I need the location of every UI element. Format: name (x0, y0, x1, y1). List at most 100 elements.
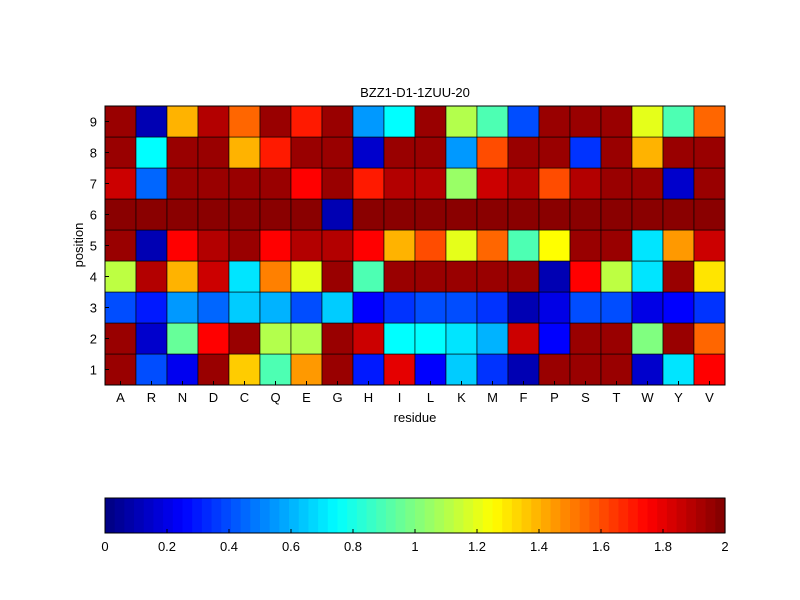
x-tick-label: N (178, 390, 187, 405)
heatmap-cell (321, 167, 354, 200)
colorbar-swatch (250, 498, 261, 533)
heatmap-cell (321, 353, 354, 386)
heatmap-cell (569, 260, 602, 293)
colorbar-swatch (182, 498, 193, 533)
colorbar-swatch (579, 498, 590, 533)
heatmap-cell (104, 322, 137, 355)
colorbar-swatch (211, 498, 222, 533)
heatmap-cell (476, 229, 509, 262)
colorbar-swatch (366, 498, 377, 533)
heatmap-cell (693, 291, 726, 324)
colorbar-swatch (570, 498, 581, 533)
colorbar-swatch (385, 498, 397, 533)
heatmap-cell (197, 322, 230, 355)
heatmap-cell (197, 136, 230, 169)
colorbar-swatch (105, 498, 116, 533)
heatmap-cell (476, 322, 509, 355)
heatmap-cell (228, 260, 261, 293)
heatmap-cell (197, 353, 230, 386)
heatmap-cell (321, 260, 354, 293)
heatmap-cell (476, 198, 509, 231)
colorbar-swatch (347, 498, 358, 533)
colorbar-swatch (550, 498, 561, 533)
colorbar-swatch (192, 498, 203, 533)
heatmap-cell (321, 322, 354, 355)
heatmap-cell (135, 136, 168, 169)
y-axis-label: position (71, 223, 86, 268)
heatmap-cell (259, 167, 292, 200)
heatmap-cell (662, 353, 695, 386)
colorbar-swatch (453, 498, 465, 533)
x-tick-label: P (550, 390, 559, 405)
heatmap-cell (445, 198, 478, 231)
heatmap-cell (352, 229, 385, 262)
y-tick-label: 7 (90, 177, 97, 192)
heatmap-cell (631, 105, 664, 138)
heatmap-cell (135, 167, 168, 200)
heatmap-cell (352, 322, 385, 355)
heatmap-cell (476, 260, 509, 293)
colorbar-tick-label: 1.2 (468, 539, 486, 554)
heatmap-cell (259, 291, 292, 324)
heatmap-cell (507, 291, 540, 324)
colorbar-swatch (637, 498, 649, 533)
heatmap-cell (352, 353, 385, 386)
heatmap-cell (104, 198, 137, 231)
heatmap-cell (383, 229, 416, 262)
heatmap-cell (290, 353, 323, 386)
heatmap-cell (383, 353, 416, 386)
heatmap-cell (662, 167, 695, 200)
colorbar-swatch (560, 498, 571, 533)
heatmap-cell (569, 198, 602, 231)
heatmap-cell (321, 229, 354, 262)
heatmap-cell (631, 229, 664, 262)
heatmap-cell (538, 105, 571, 138)
y-tick-label: 6 (90, 208, 97, 223)
colorbar-swatch (153, 498, 164, 533)
heatmap-cell (507, 136, 540, 169)
heatmap-cell (259, 198, 292, 231)
heatmap-cell (166, 322, 199, 355)
heatmap-cell (538, 353, 571, 386)
heatmap-cell (104, 167, 137, 200)
heatmap-cell (693, 260, 726, 293)
heatmap-cell (414, 353, 447, 386)
heatmap-cell (414, 167, 447, 200)
heatmap-cell (228, 167, 261, 200)
x-axis-label: residue (394, 410, 437, 425)
colorbar-swatch (124, 498, 135, 533)
heatmap-cell (104, 136, 137, 169)
heatmap-cell (383, 322, 416, 355)
colorbar-tick-label: 1.8 (654, 539, 672, 554)
heatmap-cell (259, 353, 292, 386)
colorbar-swatch (482, 498, 494, 533)
heatmap-cell (166, 198, 199, 231)
colorbar-swatch (424, 498, 435, 533)
heatmap-cell (476, 353, 509, 386)
y-axis-ticks: 1 2 3 4 5 6 7 8 9 (90, 115, 109, 378)
heatmap-cell (228, 105, 261, 138)
x-tick-label: M (487, 390, 498, 405)
heatmap-cell (693, 136, 726, 169)
heatmap-cell (662, 198, 695, 231)
heatmap-cell (538, 291, 571, 324)
heatmap-cell (166, 167, 199, 200)
chart-title: BZZ1-D1-1ZUU-20 (360, 85, 470, 100)
colorbar-swatch (647, 498, 658, 533)
colorbar-tick-label: 1.4 (530, 539, 548, 554)
heatmap-cell (259, 229, 292, 262)
heatmap-cell (135, 198, 168, 231)
heatmap-cell (538, 136, 571, 169)
colorbar-tick-label: 1 (411, 539, 418, 554)
heatmap-cell (507, 105, 540, 138)
heatmap-cell (352, 260, 385, 293)
heatmap-cell (135, 229, 168, 262)
heatmap-cell (445, 291, 478, 324)
heatmap-cell (104, 260, 137, 293)
heatmap-cell (507, 353, 540, 386)
heatmap-cell (135, 291, 168, 324)
heatmap-cell (290, 322, 323, 355)
colorbar-swatch (201, 498, 213, 533)
heatmap-cell (135, 322, 168, 355)
heatmap-cell (600, 291, 633, 324)
